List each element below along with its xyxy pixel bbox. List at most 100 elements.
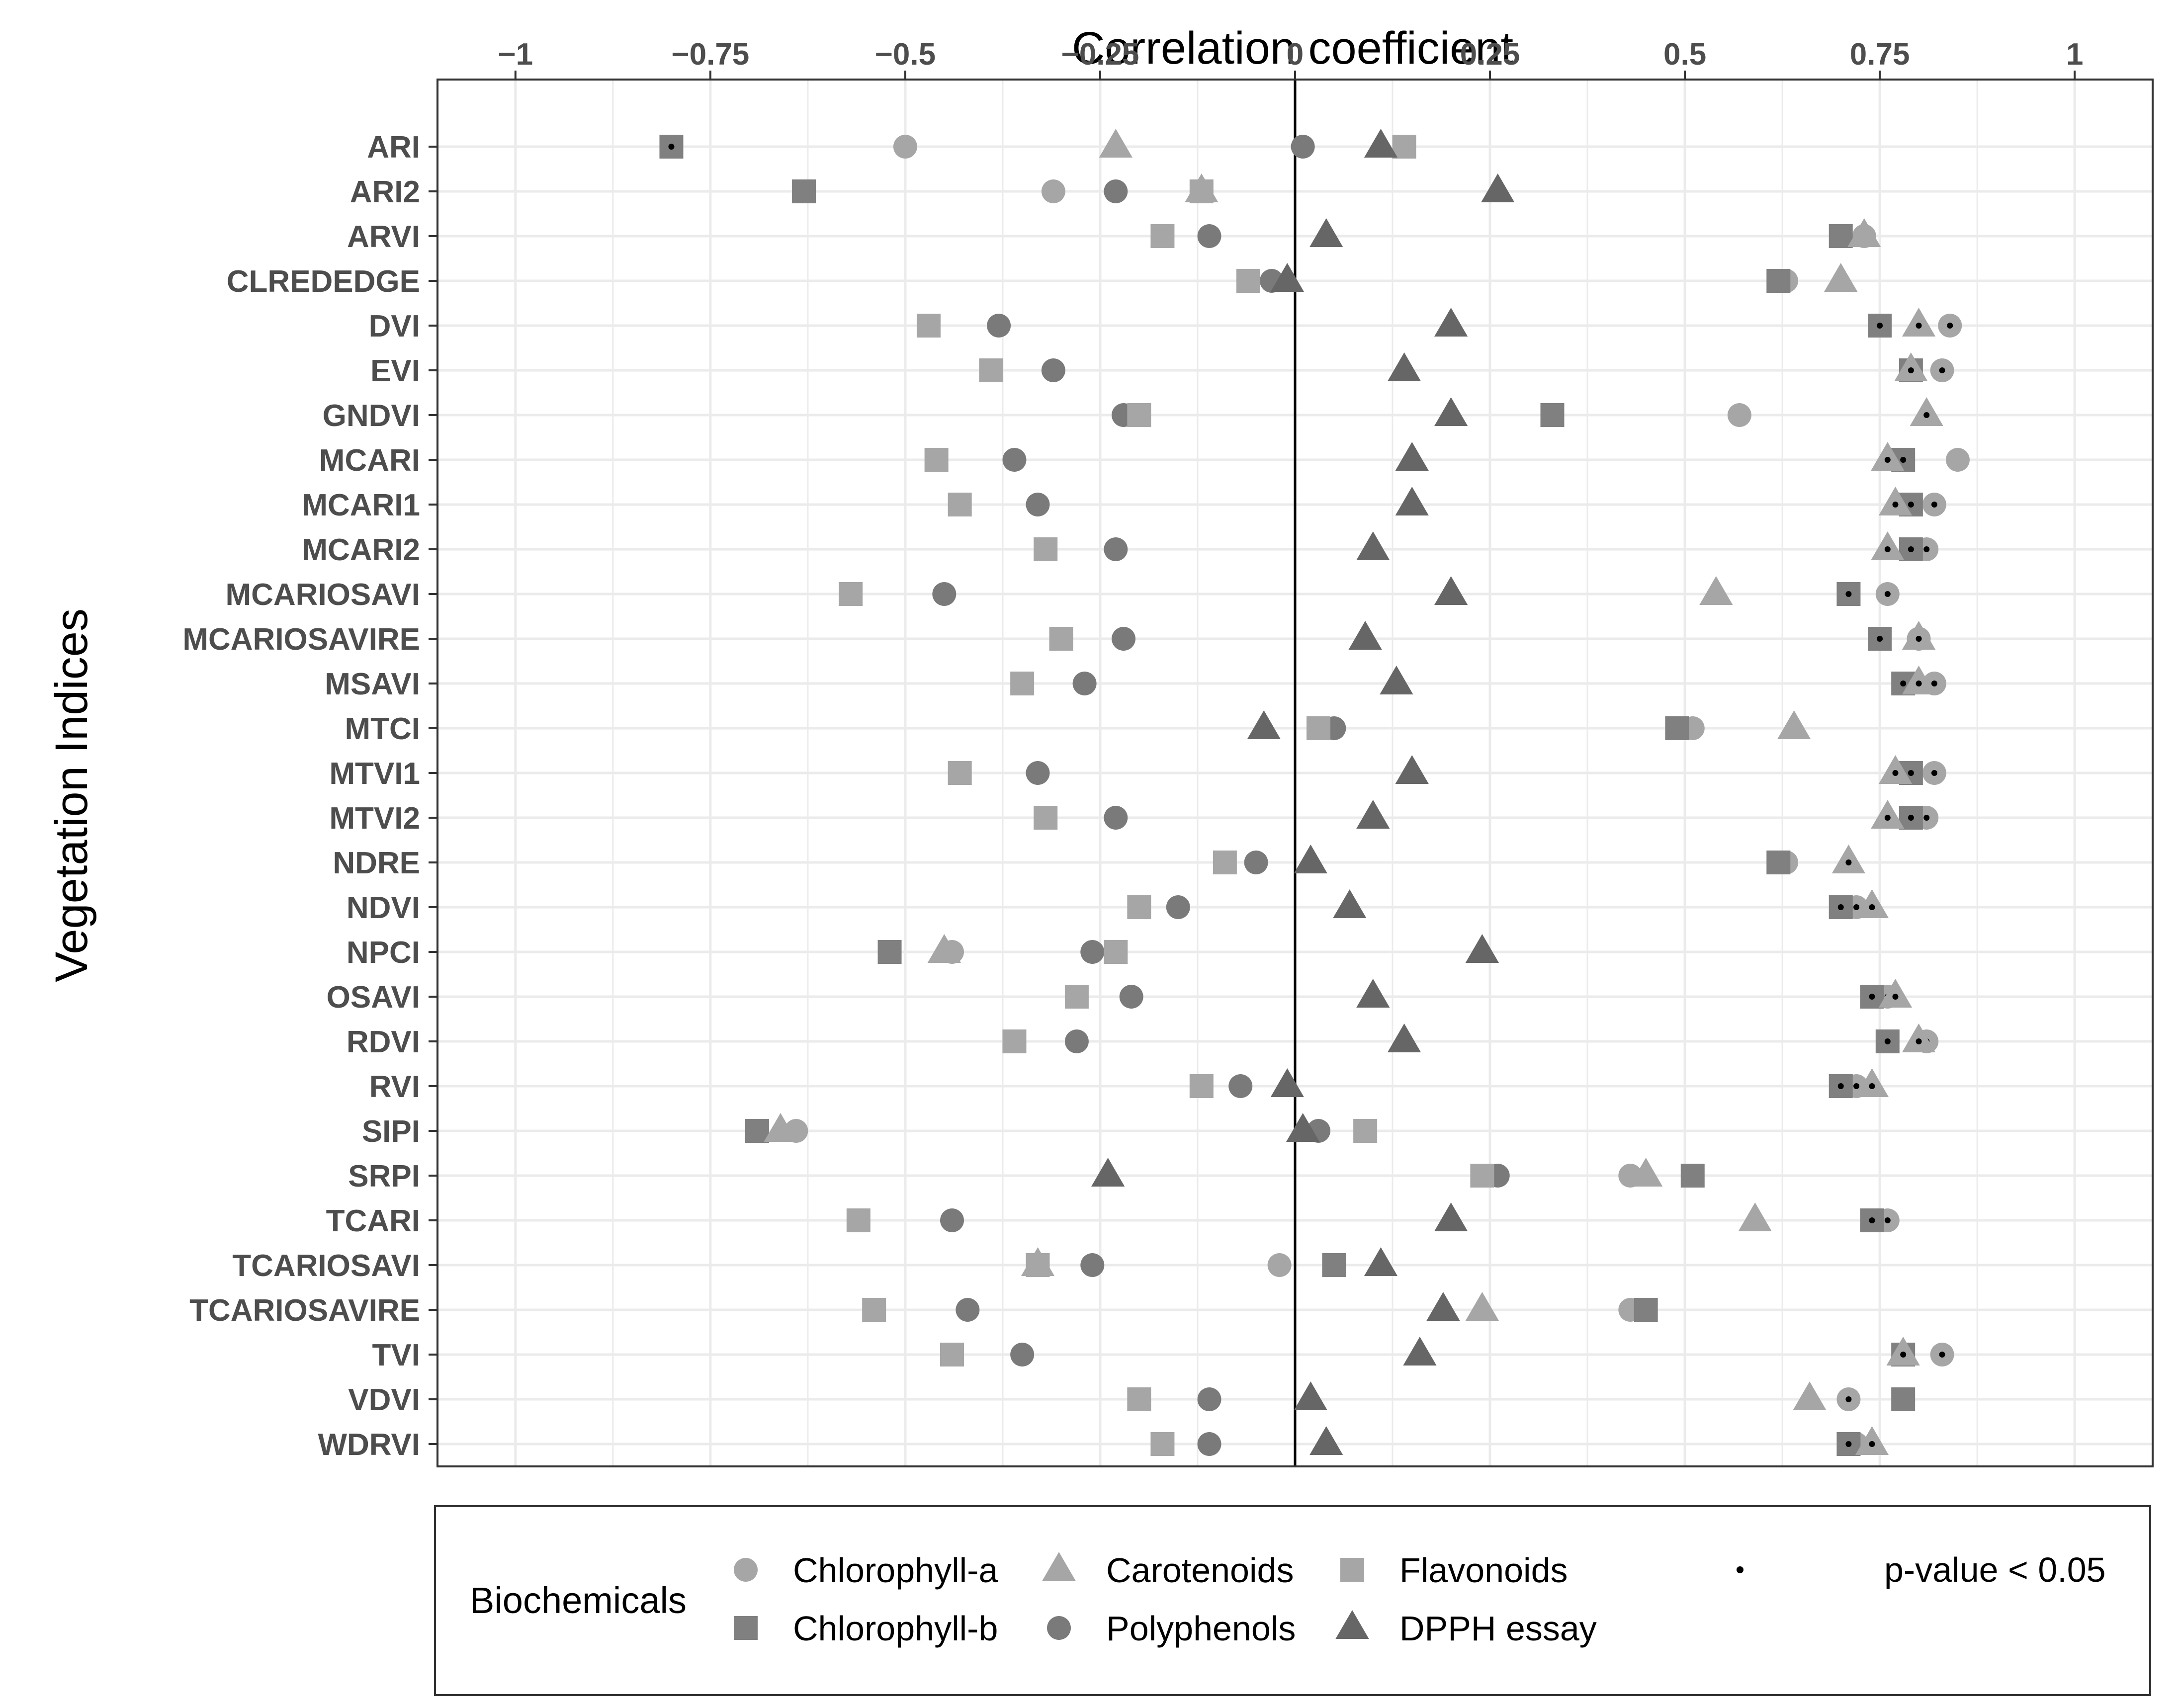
significance-dot bbox=[1923, 546, 1930, 552]
point-chlorophyll-b bbox=[1634, 1298, 1658, 1322]
y-tick-label: EVI bbox=[370, 354, 420, 388]
point-dpph-essay bbox=[1465, 934, 1499, 963]
point-chlorophyll-a bbox=[1945, 448, 1970, 472]
significance-dot bbox=[1845, 591, 1852, 597]
point-dpph-essay bbox=[1380, 666, 1413, 695]
point-chlorophyll-b bbox=[792, 179, 816, 203]
significance-dot bbox=[1853, 1083, 1860, 1089]
point-flavonoids bbox=[1353, 1119, 1378, 1143]
x-tick-label: −0.75 bbox=[671, 37, 749, 72]
point-dpph-essay bbox=[1387, 1024, 1421, 1053]
significance-dot bbox=[1916, 681, 1922, 686]
point-dpph-essay bbox=[1356, 800, 1390, 829]
point-dpph-essay bbox=[1434, 397, 1468, 427]
legend-label-polyphenols: Polyphenols bbox=[1106, 1609, 1296, 1648]
point-carotenoids bbox=[1902, 1024, 1936, 1053]
point-carotenoids bbox=[1878, 755, 1913, 784]
significance-dot bbox=[1884, 815, 1891, 821]
x-tick-label: 0.5 bbox=[1663, 37, 1706, 72]
legend-marker-dpph-essay bbox=[1335, 1610, 1369, 1639]
point-flavonoids bbox=[1127, 403, 1151, 427]
significance-dot bbox=[1884, 1038, 1891, 1044]
point-chlorophyll-b bbox=[1829, 224, 1853, 248]
y-tick-label: MCARIOSAVIRE bbox=[182, 622, 420, 657]
point-flavonoids bbox=[1104, 940, 1128, 964]
significance-dot bbox=[1908, 502, 1914, 508]
plot-border bbox=[436, 79, 2154, 1467]
point-carotenoids bbox=[1878, 487, 1913, 516]
chart-title: Correlation coefficient bbox=[1072, 23, 1513, 74]
point-polyphenols bbox=[1041, 358, 1065, 382]
point-polyphenols bbox=[1244, 851, 1268, 874]
significance-dot bbox=[1939, 1352, 1945, 1358]
point-polyphenols bbox=[956, 1298, 980, 1322]
y-tick-label: NDVI bbox=[347, 891, 420, 925]
y-tick-label: RDVI bbox=[347, 1025, 420, 1059]
point-carotenoids bbox=[1871, 442, 1905, 471]
point-dpph-essay bbox=[1091, 1158, 1125, 1187]
point-carotenoids bbox=[1871, 531, 1905, 561]
significance-dot bbox=[1892, 994, 1899, 1000]
point-dpph-essay bbox=[1294, 845, 1328, 874]
point-dpph-essay bbox=[1395, 755, 1429, 784]
y-tick-label: MCARI bbox=[319, 443, 420, 478]
legend-label-carotenoids: Carotenoids bbox=[1106, 1551, 1294, 1590]
point-chlorophyll-a bbox=[893, 135, 917, 159]
point-dpph-essay bbox=[1348, 621, 1382, 650]
point-flavonoids bbox=[1127, 1387, 1151, 1411]
significance-dot bbox=[1939, 367, 1945, 373]
y-axis-label: Vegetation Indices bbox=[46, 608, 97, 982]
point-polyphenols bbox=[1080, 1253, 1105, 1277]
y-tick-label: TCARIOSAVIRE bbox=[189, 1293, 420, 1328]
y-tick-label: TVI bbox=[372, 1338, 420, 1372]
x-tick-label: 0 bbox=[1287, 37, 1304, 72]
significance-dot bbox=[1845, 1396, 1852, 1402]
point-dpph-essay bbox=[1426, 1292, 1460, 1321]
point-carotenoids bbox=[1855, 1426, 1889, 1455]
point-carotenoids bbox=[1886, 1337, 1920, 1366]
point-flavonoids bbox=[1189, 179, 1214, 203]
point-flavonoids bbox=[948, 761, 972, 785]
significance-dot bbox=[1877, 323, 1883, 329]
y-tick-label: MSAVI bbox=[325, 667, 420, 701]
y-tick-label: ARI2 bbox=[350, 175, 420, 209]
point-carotenoids bbox=[1902, 621, 1936, 650]
point-dpph-essay bbox=[1395, 487, 1429, 516]
significance-dot bbox=[1923, 815, 1930, 821]
point-dpph-essay bbox=[1364, 129, 1398, 158]
y-tick-label: MTVI1 bbox=[329, 757, 420, 791]
significance-dot bbox=[1892, 502, 1899, 508]
significance-dot bbox=[1837, 904, 1844, 910]
y-tick-label: TCARIOSAVI bbox=[232, 1249, 420, 1283]
point-dpph-essay bbox=[1309, 1426, 1343, 1455]
point-chlorophyll-b bbox=[1322, 1253, 1346, 1277]
point-flavonoids bbox=[1213, 851, 1237, 874]
point-dpph-essay bbox=[1364, 1247, 1398, 1277]
point-dpph-essay bbox=[1356, 531, 1390, 561]
legend-significance-dot bbox=[1737, 1566, 1743, 1573]
y-tick-label: TCARI bbox=[326, 1204, 420, 1238]
point-polyphenols bbox=[1119, 985, 1143, 1009]
point-flavonoids bbox=[924, 448, 949, 472]
point-chlorophyll-a bbox=[1727, 403, 1751, 427]
point-polyphenols bbox=[987, 314, 1011, 338]
legend-label-chlorophyll-a: Chlorophyll-a bbox=[793, 1551, 998, 1590]
legend-title: Biochemicals bbox=[470, 1580, 687, 1621]
significance-dot bbox=[1900, 1352, 1907, 1358]
y-tick-label: MCARI1 bbox=[302, 488, 420, 522]
y-tick-label: CLREDEDGE bbox=[227, 264, 420, 299]
significance-dot bbox=[1877, 636, 1883, 642]
point-flavonoids bbox=[1236, 269, 1260, 293]
point-dpph-essay bbox=[1481, 173, 1515, 203]
point-chlorophyll-b bbox=[1891, 1387, 1916, 1411]
y-tick-label: MTCI bbox=[345, 712, 420, 746]
point-flavonoids bbox=[1026, 1253, 1050, 1277]
point-flavonoids bbox=[1034, 537, 1058, 561]
point-dpph-essay bbox=[1270, 263, 1304, 292]
significance-dot bbox=[1916, 636, 1922, 642]
point-carotenoids bbox=[1831, 845, 1866, 874]
point-flavonoids bbox=[1034, 806, 1058, 830]
significance-dot bbox=[1916, 323, 1922, 329]
legend-marker-polyphenols bbox=[1047, 1616, 1071, 1640]
x-tick-label: 0.25 bbox=[1460, 37, 1520, 72]
